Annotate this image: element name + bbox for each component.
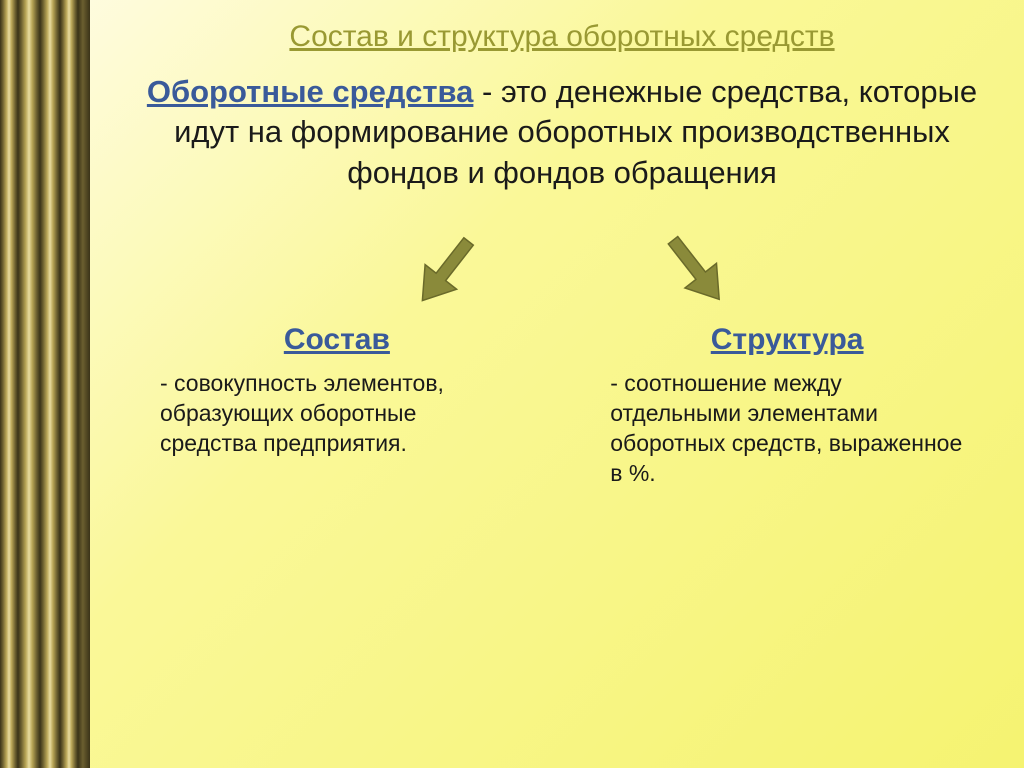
content-area: Состав и структура оборотных средств Обо… (100, 0, 1024, 768)
slide-title: Состав и структура оборотных средств (130, 20, 994, 54)
curtain-fold (78, 0, 90, 768)
curtain-fold (40, 0, 60, 768)
definition-term: Оборотные средства (147, 74, 474, 109)
curtain-fold (0, 0, 18, 768)
column-left-text: - совокупность элементов, образующих обо… (160, 369, 514, 459)
columns-container: Состав - совокупность элементов, образую… (130, 323, 994, 489)
column-left-title: Состав (160, 323, 514, 357)
column-right: Структура - соотношение между отдельными… (610, 323, 964, 489)
curtain-decoration (0, 0, 90, 768)
slide-background: Состав и структура оборотных средств Обо… (0, 0, 1024, 768)
curtain-fold (18, 0, 40, 768)
curtain-fold (60, 0, 78, 768)
arrow-right-icon (650, 223, 740, 323)
definition-block: Оборотные средства - это денежные средст… (130, 72, 994, 193)
arrow-left-icon (400, 223, 490, 323)
column-left: Состав - совокупность элементов, образую… (160, 323, 514, 489)
arrows-container (130, 223, 994, 323)
column-right-text: - соотношение между отдельными элементам… (610, 369, 964, 489)
column-right-title: Структура (610, 323, 964, 357)
